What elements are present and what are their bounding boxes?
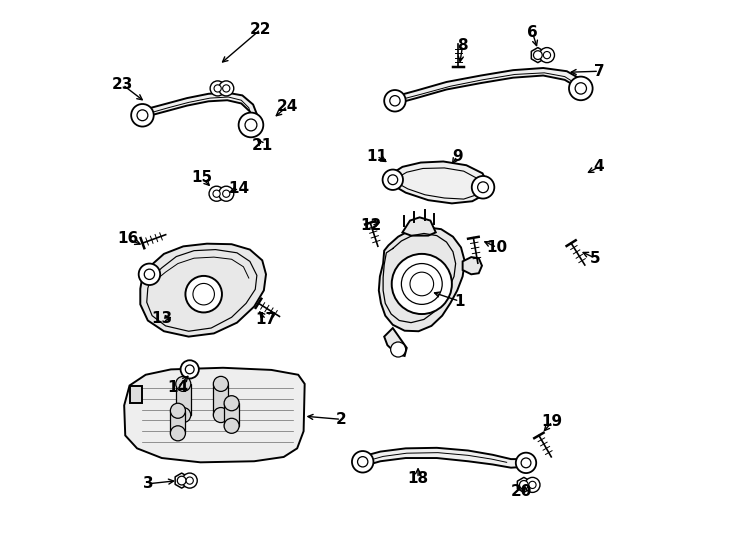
Circle shape [543, 51, 550, 59]
Circle shape [390, 96, 400, 106]
Circle shape [357, 457, 368, 467]
Circle shape [224, 396, 239, 411]
Text: 17: 17 [255, 312, 277, 327]
Text: 12: 12 [360, 219, 382, 233]
Circle shape [245, 119, 257, 131]
Circle shape [209, 186, 224, 201]
Circle shape [219, 186, 233, 201]
Text: 1: 1 [454, 294, 465, 309]
Circle shape [182, 473, 197, 488]
Circle shape [170, 426, 186, 441]
Circle shape [214, 408, 228, 423]
Circle shape [224, 418, 239, 433]
Circle shape [388, 175, 398, 185]
Circle shape [516, 453, 537, 473]
Text: 4: 4 [594, 159, 604, 174]
Circle shape [219, 81, 233, 96]
Text: 20: 20 [511, 484, 532, 499]
Circle shape [175, 376, 191, 392]
Circle shape [175, 408, 191, 423]
Circle shape [170, 403, 186, 418]
Bar [170, 411, 186, 433]
Circle shape [185, 365, 194, 374]
Circle shape [131, 104, 153, 126]
Text: 15: 15 [191, 170, 212, 185]
Circle shape [222, 190, 230, 197]
Text: 11: 11 [366, 148, 387, 164]
Text: 24: 24 [277, 99, 298, 113]
Circle shape [178, 476, 186, 485]
Text: 14: 14 [228, 181, 250, 196]
Circle shape [569, 77, 592, 100]
Text: 14: 14 [167, 380, 189, 395]
Text: 8: 8 [457, 38, 468, 53]
Circle shape [352, 451, 374, 472]
Polygon shape [140, 93, 257, 129]
Text: 10: 10 [487, 240, 508, 255]
Polygon shape [129, 386, 142, 403]
Circle shape [384, 90, 406, 112]
Text: 16: 16 [117, 231, 139, 246]
Polygon shape [390, 161, 488, 204]
Circle shape [520, 481, 528, 489]
Circle shape [210, 81, 225, 96]
Circle shape [186, 276, 222, 313]
Circle shape [401, 264, 442, 305]
Circle shape [539, 48, 554, 63]
Circle shape [214, 85, 221, 92]
Text: 23: 23 [112, 77, 134, 92]
Text: 3: 3 [142, 476, 153, 491]
Circle shape [392, 254, 452, 314]
Text: 18: 18 [407, 471, 429, 486]
Text: 7: 7 [594, 64, 604, 79]
Circle shape [390, 342, 406, 357]
Text: 19: 19 [542, 414, 563, 429]
Circle shape [137, 110, 148, 121]
Circle shape [145, 269, 155, 280]
Circle shape [222, 85, 230, 92]
Polygon shape [462, 257, 482, 274]
Circle shape [521, 458, 531, 468]
Circle shape [213, 190, 220, 197]
Polygon shape [379, 227, 465, 331]
Text: 13: 13 [151, 311, 172, 326]
Circle shape [239, 113, 264, 137]
Bar [224, 403, 239, 426]
Text: 2: 2 [336, 412, 346, 427]
Circle shape [529, 481, 536, 489]
Text: 5: 5 [590, 251, 600, 266]
Circle shape [214, 376, 228, 392]
Text: 21: 21 [252, 138, 273, 153]
Polygon shape [393, 68, 586, 105]
Polygon shape [402, 218, 436, 235]
Circle shape [525, 477, 540, 492]
Bar [214, 384, 228, 415]
Circle shape [534, 51, 542, 59]
Text: 22: 22 [250, 22, 272, 37]
Bar [175, 384, 191, 415]
Polygon shape [360, 448, 527, 468]
Circle shape [186, 477, 193, 484]
Circle shape [181, 360, 199, 379]
Circle shape [472, 176, 494, 199]
Text: 6: 6 [527, 25, 538, 40]
Circle shape [575, 83, 586, 94]
Polygon shape [124, 368, 305, 462]
Polygon shape [384, 328, 407, 356]
Circle shape [139, 264, 160, 285]
Circle shape [382, 170, 403, 190]
Polygon shape [140, 244, 266, 336]
Circle shape [478, 182, 488, 193]
Text: 9: 9 [452, 148, 462, 164]
